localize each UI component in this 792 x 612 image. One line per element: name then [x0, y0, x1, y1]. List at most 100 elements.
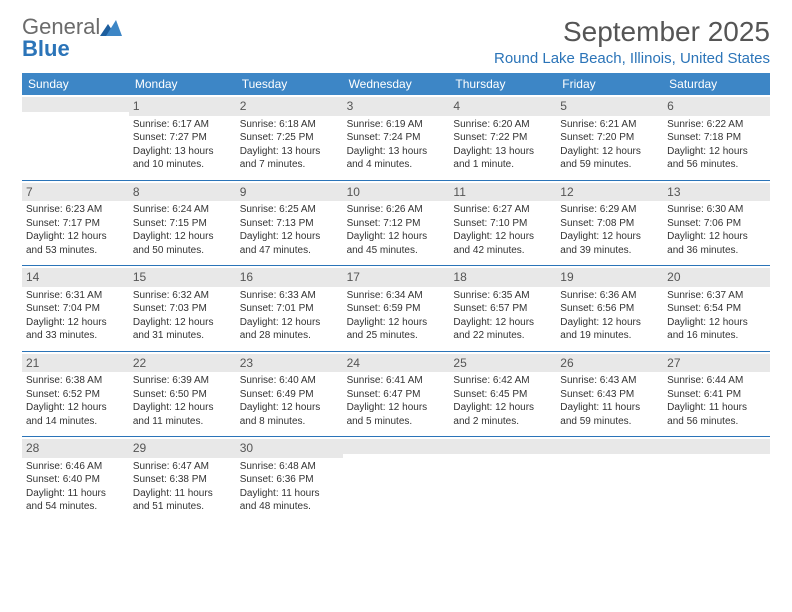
dow-cell: Saturday	[663, 73, 770, 95]
day-dl: Daylight: 12 hours and 56 minutes.	[667, 145, 766, 172]
daynum-row: 27	[663, 354, 770, 373]
daynum-row: 29	[129, 439, 236, 458]
daynum-row: 6	[663, 97, 770, 116]
daynum-row: 4	[449, 97, 556, 116]
day-cell	[556, 437, 663, 522]
daynum-row	[556, 439, 663, 454]
dow-cell: Friday	[556, 73, 663, 95]
day-sunrise: Sunrise: 6:20 AM	[453, 118, 552, 132]
logo-mark-icon	[100, 14, 122, 39]
day-sunrise: Sunrise: 6:47 AM	[133, 460, 232, 474]
daynum-row: 26	[556, 354, 663, 373]
day-cell: 23Sunrise: 6:40 AMSunset: 6:49 PMDayligh…	[236, 352, 343, 437]
month-title: September 2025	[494, 16, 770, 48]
day-number: 29	[133, 441, 146, 455]
daynum-row: 28	[22, 439, 129, 458]
day-cell: 29Sunrise: 6:47 AMSunset: 6:38 PMDayligh…	[129, 437, 236, 522]
day-sunrise: Sunrise: 6:29 AM	[560, 203, 659, 217]
day-cell: 19Sunrise: 6:36 AMSunset: 6:56 PMDayligh…	[556, 266, 663, 351]
day-sunset: Sunset: 6:52 PM	[26, 388, 125, 402]
daynum-row: 21	[22, 354, 129, 373]
day-sunset: Sunset: 7:04 PM	[26, 302, 125, 316]
day-sunrise: Sunrise: 6:30 AM	[667, 203, 766, 217]
day-dl: Daylight: 12 hours and 14 minutes.	[26, 401, 125, 428]
day-number: 6	[667, 99, 674, 113]
week-row: 21Sunrise: 6:38 AMSunset: 6:52 PMDayligh…	[22, 352, 770, 438]
day-cell: 6Sunrise: 6:22 AMSunset: 7:18 PMDaylight…	[663, 95, 770, 180]
day-cell: 27Sunrise: 6:44 AMSunset: 6:41 PMDayligh…	[663, 352, 770, 437]
day-dl: Daylight: 12 hours and 11 minutes.	[133, 401, 232, 428]
day-cell: 14Sunrise: 6:31 AMSunset: 7:04 PMDayligh…	[22, 266, 129, 351]
day-cell	[663, 437, 770, 522]
day-cell	[22, 95, 129, 180]
day-number: 12	[560, 185, 573, 199]
dow-cell: Monday	[129, 73, 236, 95]
day-cell: 2Sunrise: 6:18 AMSunset: 7:25 PMDaylight…	[236, 95, 343, 180]
day-dl: Daylight: 12 hours and 25 minutes.	[347, 316, 446, 343]
day-sunset: Sunset: 7:03 PM	[133, 302, 232, 316]
day-sunset: Sunset: 7:24 PM	[347, 131, 446, 145]
day-number: 16	[240, 270, 253, 284]
day-sunrise: Sunrise: 6:42 AM	[453, 374, 552, 388]
day-sunset: Sunset: 6:49 PM	[240, 388, 339, 402]
daynum-row	[22, 97, 129, 112]
day-dl: Daylight: 12 hours and 22 minutes.	[453, 316, 552, 343]
day-cell	[343, 437, 450, 522]
day-dl: Daylight: 11 hours and 51 minutes.	[133, 487, 232, 514]
day-sunset: Sunset: 7:08 PM	[560, 217, 659, 231]
daynum-row: 17	[343, 268, 450, 287]
daynum-row: 11	[449, 183, 556, 202]
day-sunrise: Sunrise: 6:31 AM	[26, 289, 125, 303]
dow-header-row: SundayMondayTuesdayWednesdayThursdayFrid…	[22, 73, 770, 95]
day-number: 11	[453, 185, 465, 199]
daynum-row: 19	[556, 268, 663, 287]
daynum-row: 9	[236, 183, 343, 202]
day-dl: Daylight: 11 hours and 56 minutes.	[667, 401, 766, 428]
day-dl: Daylight: 12 hours and 5 minutes.	[347, 401, 446, 428]
day-dl: Daylight: 12 hours and 45 minutes.	[347, 230, 446, 257]
day-dl: Daylight: 12 hours and 31 minutes.	[133, 316, 232, 343]
day-cell: 18Sunrise: 6:35 AMSunset: 6:57 PMDayligh…	[449, 266, 556, 351]
day-cell: 12Sunrise: 6:29 AMSunset: 7:08 PMDayligh…	[556, 181, 663, 266]
day-cell: 21Sunrise: 6:38 AMSunset: 6:52 PMDayligh…	[22, 352, 129, 437]
daynum-row: 8	[129, 183, 236, 202]
day-cell: 26Sunrise: 6:43 AMSunset: 6:43 PMDayligh…	[556, 352, 663, 437]
title-block: September 2025 Round Lake Beach, Illinoi…	[494, 16, 770, 67]
day-dl: Daylight: 12 hours and 42 minutes.	[453, 230, 552, 257]
day-sunrise: Sunrise: 6:17 AM	[133, 118, 232, 132]
day-number: 20	[667, 270, 680, 284]
day-cell: 10Sunrise: 6:26 AMSunset: 7:12 PMDayligh…	[343, 181, 450, 266]
day-cell: 17Sunrise: 6:34 AMSunset: 6:59 PMDayligh…	[343, 266, 450, 351]
daynum-row	[343, 439, 450, 454]
daynum-row	[663, 439, 770, 454]
day-dl: Daylight: 12 hours and 33 minutes.	[26, 316, 125, 343]
day-dl: Daylight: 12 hours and 59 minutes.	[560, 145, 659, 172]
week-row: 14Sunrise: 6:31 AMSunset: 7:04 PMDayligh…	[22, 266, 770, 352]
day-sunset: Sunset: 7:01 PM	[240, 302, 339, 316]
dow-cell: Wednesday	[343, 73, 450, 95]
day-sunset: Sunset: 6:50 PM	[133, 388, 232, 402]
day-sunset: Sunset: 7:17 PM	[26, 217, 125, 231]
day-number: 4	[453, 99, 460, 113]
day-number: 15	[133, 270, 146, 284]
day-cell: 28Sunrise: 6:46 AMSunset: 6:40 PMDayligh…	[22, 437, 129, 522]
day-sunset: Sunset: 6:36 PM	[240, 473, 339, 487]
daynum-row: 30	[236, 439, 343, 458]
day-dl: Daylight: 13 hours and 4 minutes.	[347, 145, 446, 172]
day-cell: 16Sunrise: 6:33 AMSunset: 7:01 PMDayligh…	[236, 266, 343, 351]
day-number: 3	[347, 99, 354, 113]
day-sunrise: Sunrise: 6:24 AM	[133, 203, 232, 217]
day-cell: 20Sunrise: 6:37 AMSunset: 6:54 PMDayligh…	[663, 266, 770, 351]
day-sunset: Sunset: 7:12 PM	[347, 217, 446, 231]
day-sunset: Sunset: 7:27 PM	[133, 131, 232, 145]
day-sunrise: Sunrise: 6:27 AM	[453, 203, 552, 217]
day-cell: 11Sunrise: 6:27 AMSunset: 7:10 PMDayligh…	[449, 181, 556, 266]
day-cell: 1Sunrise: 6:17 AMSunset: 7:27 PMDaylight…	[129, 95, 236, 180]
day-sunset: Sunset: 6:41 PM	[667, 388, 766, 402]
day-sunrise: Sunrise: 6:41 AM	[347, 374, 446, 388]
day-number: 23	[240, 356, 253, 370]
day-dl: Daylight: 12 hours and 28 minutes.	[240, 316, 339, 343]
day-cell: 24Sunrise: 6:41 AMSunset: 6:47 PMDayligh…	[343, 352, 450, 437]
week-row: 7Sunrise: 6:23 AMSunset: 7:17 PMDaylight…	[22, 181, 770, 267]
day-sunrise: Sunrise: 6:18 AM	[240, 118, 339, 132]
